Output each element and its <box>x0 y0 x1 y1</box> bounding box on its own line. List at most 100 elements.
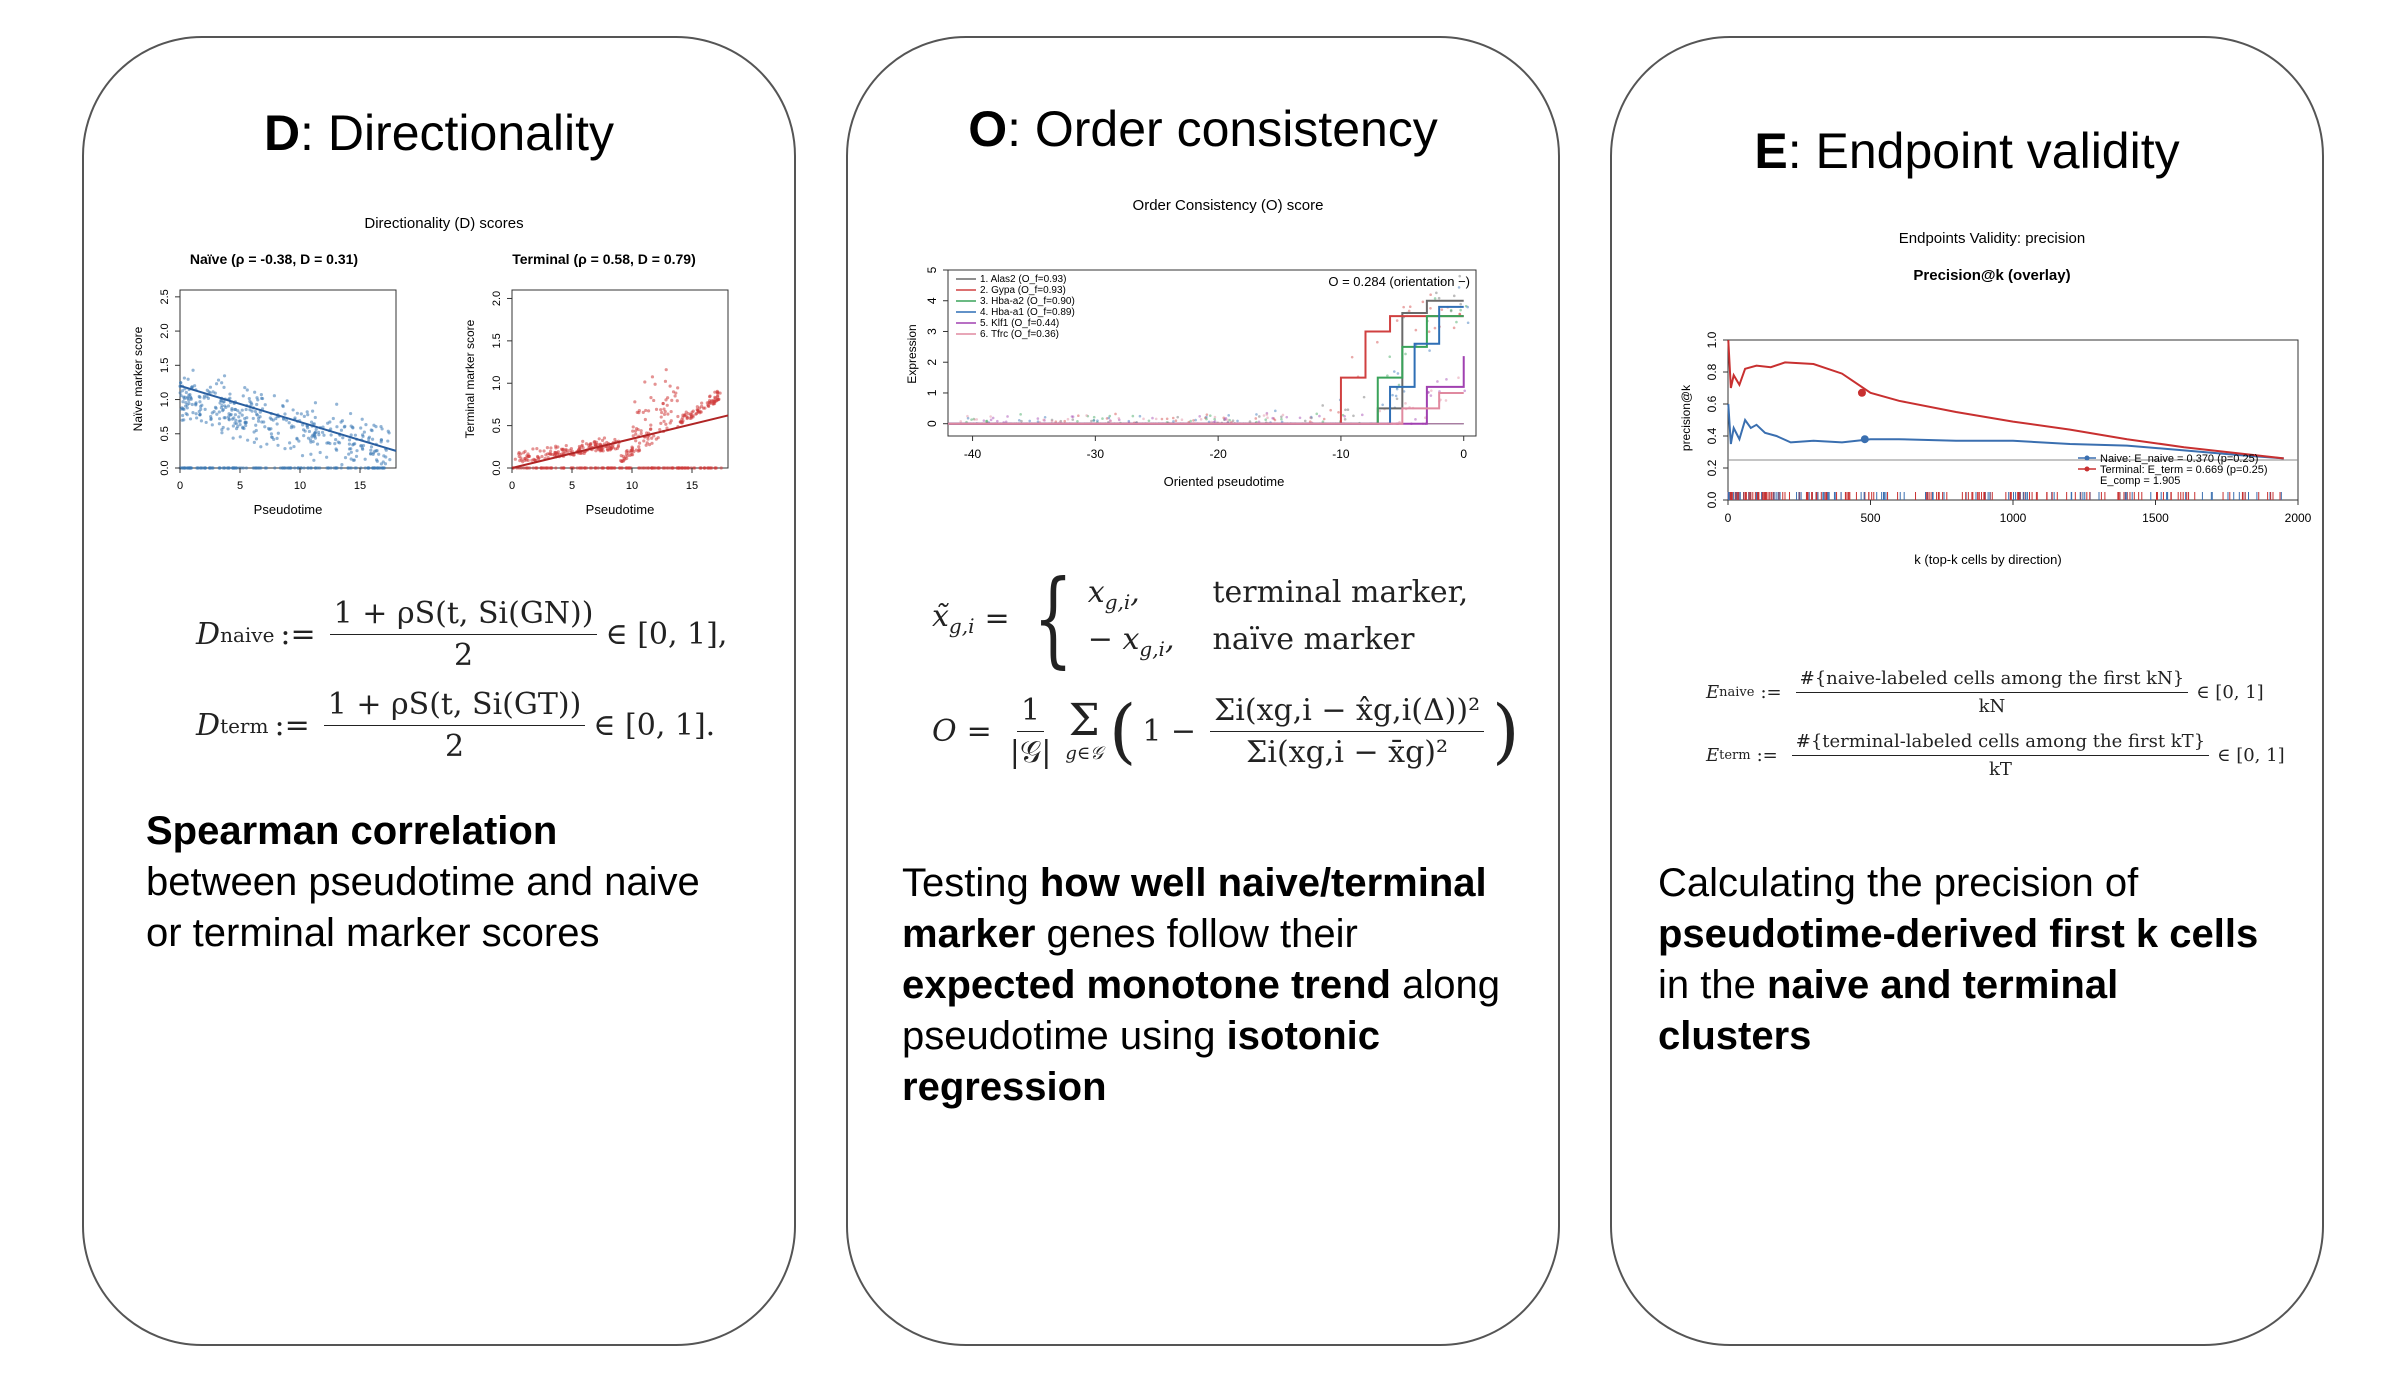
expression-point <box>1362 395 1366 399</box>
scatter-point <box>633 400 637 404</box>
scatter-point <box>282 417 286 421</box>
scatter-point <box>347 442 352 446</box>
expression-point <box>1205 413 1209 416</box>
expression-point <box>1346 408 1350 412</box>
expression-point <box>1318 414 1321 418</box>
legend-box <box>952 274 1092 348</box>
scatter-point <box>631 434 635 438</box>
y-tick-label: 2.5 <box>159 289 171 304</box>
scatter-point <box>519 452 523 456</box>
scatter-point <box>559 466 563 470</box>
scatter-point <box>182 376 187 380</box>
left-x-label: Pseudotime <box>254 502 323 517</box>
scatter-point <box>191 368 195 372</box>
scatter-point <box>348 411 353 416</box>
scatter-point <box>246 438 250 442</box>
scatter-point <box>342 425 346 429</box>
scatter-point <box>650 436 654 440</box>
expression-point <box>1408 305 1412 309</box>
scatter-point <box>217 422 221 426</box>
scatter-point <box>637 448 641 452</box>
expression-point <box>1459 302 1463 306</box>
scatter-point <box>668 384 672 388</box>
scatter-point <box>544 453 548 457</box>
scatter-point <box>325 455 329 459</box>
scatter-point <box>713 390 717 394</box>
scatter-point <box>370 428 374 433</box>
expression-point <box>1092 419 1096 422</box>
scatter-point <box>289 425 293 430</box>
legend-label: Naive: E_naive = 0.370 (p=0.25) <box>2100 453 2258 465</box>
scatter-point <box>202 466 206 470</box>
scatter-point <box>539 466 543 470</box>
y-tick-label: 1 <box>925 389 939 396</box>
scatter-point <box>659 421 663 426</box>
scatter-point <box>216 378 221 382</box>
desc-bold: isotonic regression <box>902 1014 1380 1109</box>
expression-point <box>966 416 970 420</box>
scatter-point <box>675 399 679 403</box>
scatter-point <box>528 466 532 470</box>
scatter-point <box>282 466 287 470</box>
isotonic-line <box>948 356 1465 425</box>
expression-point <box>1226 418 1229 422</box>
expression-point <box>1395 319 1399 322</box>
expression-point <box>1404 402 1407 405</box>
scatter-point <box>621 458 625 462</box>
scatter-point <box>179 466 184 470</box>
scatter-point <box>641 410 645 414</box>
naive-k-marker <box>1860 435 1869 444</box>
expression-point <box>1436 380 1439 383</box>
expression-point <box>1298 416 1302 420</box>
scatter-point <box>306 413 310 417</box>
scatter-point <box>532 457 536 461</box>
scatter-point <box>607 466 611 470</box>
y-tick-label: 2.0 <box>159 323 171 338</box>
scatter-point <box>663 409 667 414</box>
expression-point <box>1222 418 1226 421</box>
scatter-point <box>659 415 663 419</box>
scatter-point <box>214 406 218 410</box>
scatter-point <box>522 451 526 455</box>
scatter-point <box>618 466 622 470</box>
scatter-point <box>258 415 262 419</box>
scatter-point <box>188 417 193 421</box>
expression-point <box>1433 297 1437 300</box>
scatter-point <box>708 395 712 399</box>
scatter-point <box>269 432 274 436</box>
scatter-point <box>583 466 587 470</box>
scatter-point <box>218 401 222 405</box>
scatter-point <box>311 409 315 413</box>
figure-title: Endpoints Validity: precision <box>1899 230 2086 247</box>
scatter-point <box>349 447 353 451</box>
expression-point <box>1435 291 1438 295</box>
expression-point <box>1337 411 1340 414</box>
scatter-point <box>283 412 287 416</box>
scatter-point <box>631 425 635 429</box>
scatter-point <box>351 426 355 430</box>
legend-label: 3. Hba-a2 (O_f=0.90) <box>980 296 1075 307</box>
expression-point <box>1391 393 1394 397</box>
rug-marks <box>1727 492 2282 500</box>
scatter-point <box>263 403 267 407</box>
scatter-point <box>636 427 640 432</box>
scatter-point <box>609 466 613 470</box>
expression-point <box>1429 394 1433 397</box>
x-tick-label: 2000 <box>2285 511 2312 525</box>
expression-point <box>1433 326 1437 330</box>
d-term-subscript: term <box>220 713 269 738</box>
scatter-point <box>637 466 642 470</box>
scatter-point <box>637 445 641 449</box>
scatter-point <box>195 416 199 420</box>
isotonic-line <box>948 391 1464 425</box>
scatter-point <box>252 440 256 444</box>
scatter-point <box>652 434 656 438</box>
scatter-point <box>253 409 257 414</box>
scatter-point <box>637 408 641 413</box>
legend-label: E_comp = 1.905 <box>2100 475 2180 487</box>
desc-bold: naive and terminal clusters <box>1658 963 2119 1058</box>
scatter-point <box>212 409 216 414</box>
figure-title: Order Consistency (O) score <box>1133 197 1324 214</box>
